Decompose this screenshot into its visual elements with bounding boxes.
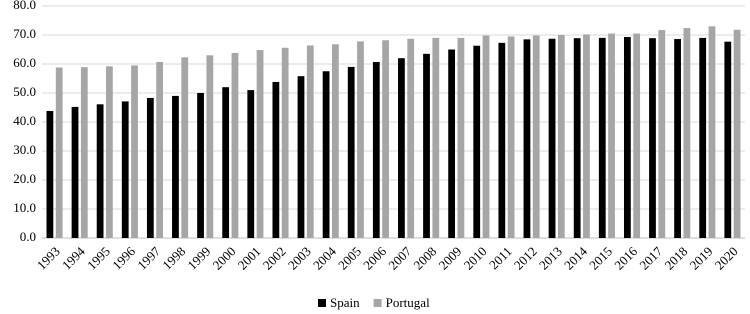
- legend-label: Portugal: [386, 295, 430, 310]
- bar: [649, 38, 656, 238]
- x-tick-label: 2020: [712, 244, 741, 273]
- x-tick-label: 2011: [486, 244, 515, 273]
- bar: [206, 55, 214, 238]
- bar: [322, 71, 330, 238]
- bar: [423, 53, 430, 238]
- x-tick-label: 1993: [34, 244, 63, 273]
- bar: [106, 66, 113, 238]
- y-tick-label: 50.0: [13, 84, 36, 99]
- bar: [633, 33, 641, 238]
- y-tick-label: 70.0: [13, 26, 36, 41]
- bar: [172, 95, 179, 239]
- bar: [448, 49, 456, 238]
- x-tick-label: 2006: [360, 243, 389, 272]
- x-tick-label: 2017: [636, 243, 665, 272]
- x-tick-label: 2013: [536, 244, 565, 273]
- x-tick-label: 2014: [561, 243, 590, 272]
- x-tick-label: 2000: [210, 244, 239, 273]
- bar: [306, 45, 314, 238]
- x-tick-label: 2018: [661, 244, 690, 273]
- bar: [573, 38, 581, 238]
- y-tick-label: 40.0: [13, 113, 36, 128]
- bar: [623, 37, 631, 238]
- x-tick-label: 1997: [134, 243, 163, 272]
- x-tick-label: 2012: [511, 244, 540, 273]
- bar: [357, 41, 364, 238]
- bar: [121, 101, 129, 238]
- bar: [297, 76, 305, 239]
- y-tick-label: 0.0: [20, 229, 36, 244]
- x-tick-label: 2007: [385, 243, 414, 272]
- bar: [457, 37, 465, 239]
- bar: [482, 35, 490, 238]
- bar: [583, 34, 590, 238]
- bar: [507, 36, 515, 239]
- bar: [407, 38, 415, 238]
- x-tick-label: 2003: [285, 244, 314, 273]
- y-tick-label: 30.0: [13, 142, 36, 157]
- bar: [55, 67, 63, 238]
- bar: [398, 58, 405, 239]
- x-tick-label: 2016: [611, 243, 640, 272]
- x-tick-label: 2010: [461, 244, 490, 273]
- bar: [674, 39, 681, 239]
- bar: [181, 57, 189, 238]
- x-tick-label: 2015: [586, 244, 615, 273]
- legend-label: Spain: [330, 295, 360, 310]
- bar: [347, 66, 355, 239]
- bar: [683, 28, 691, 239]
- bar: [71, 106, 79, 238]
- bar: [256, 50, 264, 238]
- bar: [231, 52, 239, 239]
- bar: [197, 93, 204, 238]
- bar: [658, 30, 666, 238]
- legend-swatch: [373, 299, 382, 307]
- x-tick-label: 2002: [260, 244, 289, 273]
- bar: [523, 39, 531, 238]
- bar: [708, 26, 716, 238]
- bar: [131, 65, 138, 238]
- bar: [80, 67, 88, 238]
- bar: [281, 47, 289, 239]
- bar: [382, 40, 389, 238]
- bar: [146, 97, 154, 239]
- x-tick-label: 1998: [159, 244, 188, 273]
- y-tick-label: 20.0: [13, 171, 36, 186]
- bar: [598, 37, 606, 239]
- x-tick-label: 2004: [310, 243, 339, 272]
- bar: [724, 41, 732, 238]
- bar: [557, 35, 565, 238]
- bar: [46, 110, 54, 238]
- x-tick-label: 1994: [59, 243, 88, 272]
- y-tick-label: 10.0: [13, 200, 36, 215]
- y-tick-label: 60.0: [13, 55, 36, 70]
- bar: [608, 33, 615, 238]
- bar: [372, 61, 380, 238]
- x-tick-label: 1995: [84, 244, 113, 273]
- x-tick-label: 2009: [436, 244, 465, 273]
- bar: [548, 38, 556, 238]
- bar: [432, 37, 440, 239]
- bar: [532, 35, 540, 238]
- bar: [498, 42, 506, 238]
- x-tick-label: 2005: [335, 244, 364, 273]
- bar: [733, 29, 741, 239]
- bar: [247, 90, 255, 238]
- bar: [96, 104, 104, 238]
- x-tick-label: 2019: [687, 244, 716, 273]
- bar: [473, 45, 481, 239]
- bar: [331, 44, 339, 238]
- legend-swatch: [318, 299, 326, 307]
- x-tick-label: 2008: [410, 244, 439, 273]
- bar: [272, 81, 280, 238]
- bar: [156, 61, 164, 238]
- y-tick-label: 80.0: [13, 0, 36, 12]
- x-tick-label: 1999: [184, 244, 213, 273]
- bar: [222, 87, 230, 238]
- bar: [699, 37, 707, 239]
- x-tick-label: 1996: [109, 243, 138, 272]
- x-tick-label: 2001: [235, 244, 264, 273]
